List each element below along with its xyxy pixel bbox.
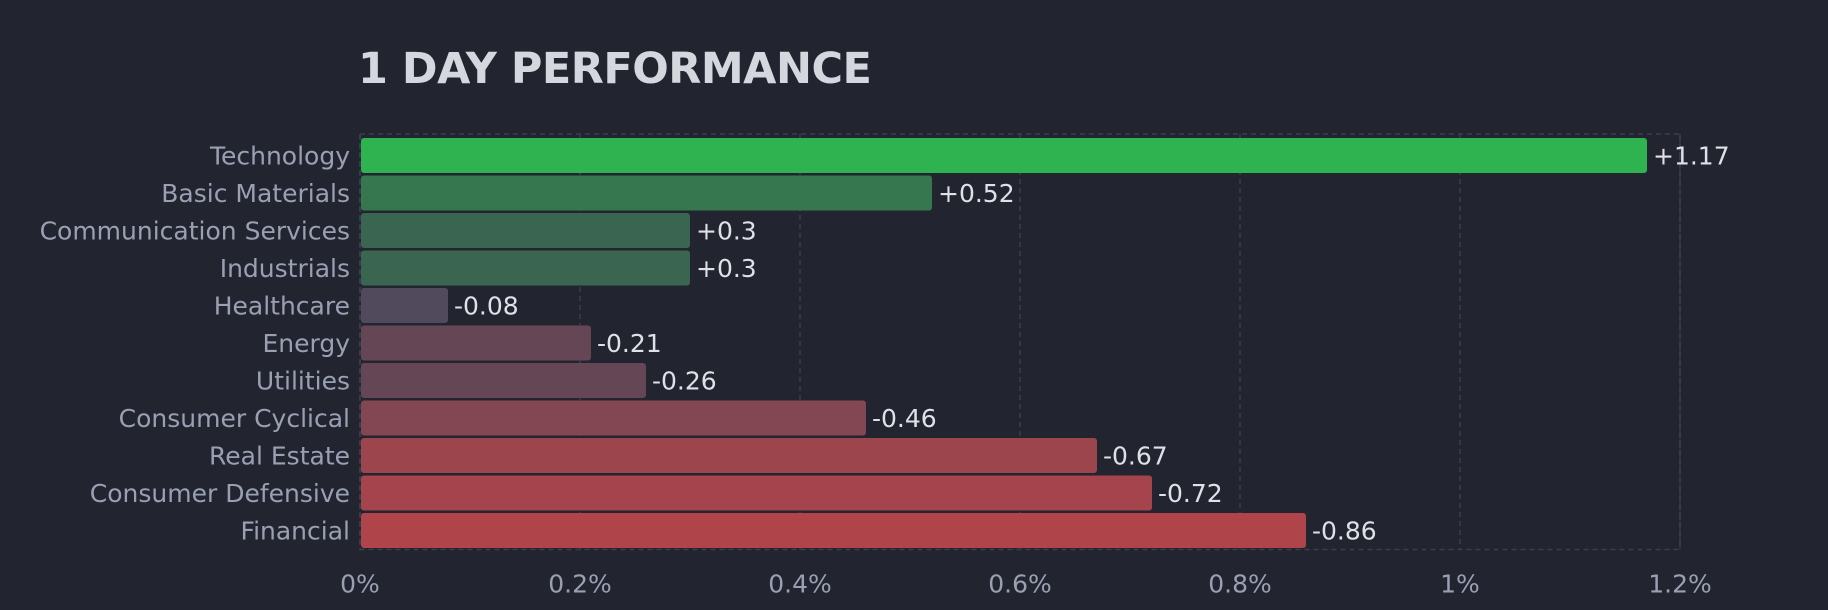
value-label: -0.08 — [454, 292, 519, 321]
value-label: -0.72 — [1158, 479, 1223, 508]
value-label: +0.3 — [696, 254, 757, 283]
bar — [361, 288, 448, 323]
x-tick-label: 0.2% — [548, 570, 612, 599]
value-label: +0.3 — [696, 217, 757, 246]
chart-title: 1 DAY PERFORMANCE — [358, 44, 872, 94]
value-label: -0.21 — [597, 329, 662, 358]
category-label: Communication Services — [40, 217, 350, 246]
bar — [361, 513, 1306, 548]
x-tick-label: 1% — [1440, 570, 1480, 599]
x-tick-label: 0.4% — [768, 570, 832, 599]
category-label: Utilities — [256, 367, 350, 396]
value-label: -0.26 — [652, 367, 717, 396]
category-label: Consumer Cyclical — [119, 404, 350, 433]
bar — [361, 138, 1647, 173]
value-label: -0.67 — [1103, 442, 1168, 471]
category-label: Energy — [262, 329, 350, 358]
x-tick-label: 0.8% — [1208, 570, 1272, 599]
category-label: Technology — [209, 142, 350, 171]
x-tick-label: 0% — [340, 570, 380, 599]
bar — [361, 175, 932, 211]
value-label: +1.17 — [1653, 142, 1730, 171]
value-label: +0.52 — [938, 179, 1015, 208]
bar — [361, 400, 866, 436]
category-label: Basic Materials — [161, 179, 350, 208]
bar — [361, 363, 646, 398]
category-label: Financial — [241, 517, 350, 546]
category-labels: Technology Basic Materials Communication S… — [40, 142, 351, 546]
category-label: Consumer Defensive — [90, 479, 350, 508]
category-label: Healthcare — [214, 292, 350, 321]
x-tick-label: 1.2% — [1648, 570, 1712, 599]
bar-layer — [361, 138, 1647, 548]
category-label: Real Estate — [209, 442, 350, 471]
bar — [361, 250, 690, 286]
value-labels: +1.17 +0.52 +0.3 +0.3 -0.08 -0.21 -0.26 -0.46 -0… — [454, 142, 1730, 546]
bar — [361, 475, 1152, 511]
value-label: -0.86 — [1312, 517, 1377, 546]
bar — [361, 213, 690, 248]
category-label: Industrials — [220, 254, 350, 283]
x-tick-label: 0.6% — [988, 570, 1052, 599]
value-label: -0.46 — [872, 404, 937, 433]
bar — [361, 438, 1097, 473]
x-axis-ticks: 0% 0.2% 0.4% 0.6% 0.8% 1% 1.2% — [340, 570, 1712, 599]
bar — [361, 325, 591, 361]
